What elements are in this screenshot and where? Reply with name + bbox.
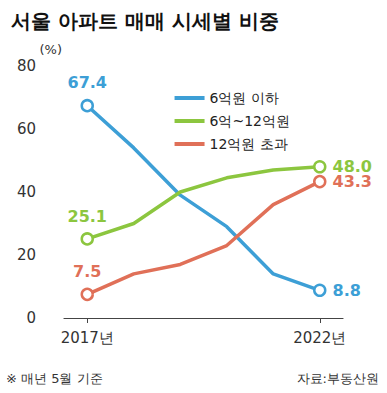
svg-text:2017년: 2017년 (61, 329, 114, 347)
svg-text:20: 20 (17, 246, 36, 264)
svg-text:67.4: 67.4 (68, 73, 107, 92)
svg-text:48.0: 48.0 (332, 157, 372, 177)
svg-text:서울 아파트 매매 시세별 비중: 서울 아파트 매매 시세별 비중 (11, 9, 279, 33)
svg-text:2022년: 2022년 (293, 329, 346, 347)
svg-text:12억원 초과: 12억원 초과 (210, 136, 288, 152)
svg-text:(%): (%) (40, 42, 63, 57)
svg-text:0: 0 (26, 309, 36, 327)
svg-text:자료:부동산원: 자료:부동산원 (297, 371, 379, 386)
svg-text:※ 매년 5월 기준: ※ 매년 5월 기준 (6, 371, 103, 386)
svg-text:80: 80 (17, 57, 36, 75)
svg-text:7.5: 7.5 (73, 262, 101, 281)
svg-text:6억~12억원: 6억~12억원 (210, 113, 290, 129)
svg-text:60: 60 (17, 120, 36, 138)
svg-text:25.1: 25.1 (68, 207, 107, 226)
svg-text:40: 40 (17, 183, 36, 201)
svg-text:6억원 이하: 6억원 이하 (210, 90, 279, 106)
svg-text:43.3: 43.3 (333, 172, 372, 191)
svg-text:8.8: 8.8 (333, 281, 361, 300)
